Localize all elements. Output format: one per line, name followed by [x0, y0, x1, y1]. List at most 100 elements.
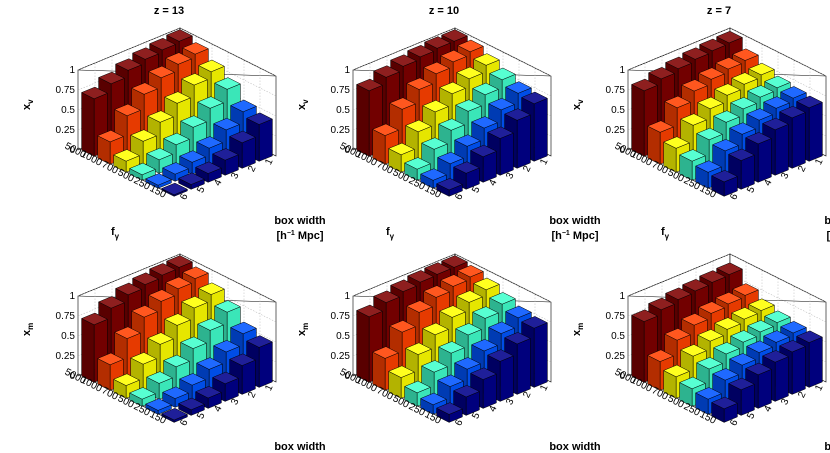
bar-face-top [729, 353, 756, 366]
boxwidth-axis-label: box width [549, 441, 601, 453]
bar-face-front [740, 154, 755, 190]
bar-face-top [166, 255, 193, 268]
bar-f250-w6 [144, 173, 173, 189]
bar-face-top [80, 86, 109, 100]
bar-face-top [728, 122, 757, 135]
bar-face-top [456, 265, 485, 278]
bar-face-top [699, 270, 726, 283]
bar-face-top [746, 320, 775, 333]
bar-face-top [436, 151, 465, 165]
bar-face-top [98, 296, 125, 309]
bar-face-top [149, 263, 176, 276]
bar-face-top [245, 112, 274, 125]
bar-f250-w6 [145, 398, 172, 415]
bar-face-top [178, 150, 207, 163]
bar-face-top [712, 110, 741, 123]
fgamma-axis-label: fγ [386, 226, 395, 241]
bar-face-top [162, 386, 189, 399]
bar-face-top [663, 364, 690, 378]
bar-face-top [198, 59, 225, 73]
bar-face-top [423, 36, 452, 49]
boxwidth-tick-label: 4 [762, 178, 775, 188]
bar-face-top [711, 396, 738, 410]
bar-face-top [456, 290, 483, 303]
bar-face-top [745, 108, 774, 121]
boxwidth-tick-label: 2 [521, 164, 534, 174]
z-tick-label: 0.25 [606, 351, 626, 362]
z-axis-label: xm [296, 323, 310, 336]
bar-face-top [178, 397, 205, 411]
bar-face-top [129, 129, 158, 142]
boxwidth-tick-label: 6 [728, 192, 741, 202]
bar-face-top [728, 377, 755, 391]
z-gridline [352, 253, 552, 303]
boxwidth-tick-label: 3 [779, 397, 792, 407]
boxwidth-tick-label: 2 [246, 164, 259, 174]
bar-face-top [194, 386, 223, 399]
bar-face-top [731, 307, 758, 320]
bar-face-top [646, 120, 675, 133]
bar-face-top [714, 317, 741, 330]
bar-face-top [212, 340, 241, 353]
boxwidth-tick-label: 3 [229, 397, 242, 407]
bar-face-top [114, 326, 141, 339]
z-gridline [627, 253, 827, 303]
boxwidth-tick-label: 5 [195, 185, 208, 195]
bar-face-top [713, 83, 742, 96]
bar-face-top [160, 182, 189, 196]
bar-face-top [504, 81, 533, 94]
bar-face-top [420, 137, 449, 150]
bar-face-top [179, 373, 206, 386]
bar-face-top [730, 72, 759, 85]
bar-face-top [179, 115, 208, 128]
bar-face-front [757, 368, 772, 409]
z-tick-label: 0 [619, 145, 625, 156]
bar-face-top [678, 149, 707, 162]
bar-face-top [456, 66, 483, 80]
boxwidth-tick-label: 6 [453, 192, 466, 202]
bar-face-top [406, 300, 433, 313]
z-tick-label: 0.75 [331, 311, 351, 322]
z-tick-label: 1 [69, 65, 75, 76]
boxwidth-axis-label: box width [824, 441, 830, 453]
bar-face-top [180, 296, 209, 309]
z-axis-label: xv [571, 99, 585, 110]
bar-face-top [164, 52, 193, 65]
bar-face-top [371, 123, 400, 136]
boxwidth-units-label: [h−1 Mpc] [551, 230, 598, 242]
z-tick-label: 0.25 [331, 351, 351, 362]
bar-face-top [439, 49, 468, 63]
bar-face-top [452, 161, 481, 174]
bar-face-top [165, 29, 194, 42]
bar-face-side [81, 318, 95, 383]
bar-face-top [711, 139, 740, 152]
bar-face-top [730, 330, 757, 343]
bar-face-top [131, 47, 160, 60]
bar-face-top [763, 330, 790, 343]
boxwidth-tick-label: 1 [263, 157, 276, 167]
bar-face-top [696, 96, 725, 110]
fgamma-tick-label: 150 [148, 183, 168, 201]
bar-face-top [420, 392, 447, 406]
fgamma-axis-label: fγ [661, 226, 670, 241]
bar-face-top [437, 374, 464, 387]
z-axis-label: xv [21, 99, 35, 110]
bar-face-top [779, 321, 808, 334]
bars [631, 262, 823, 423]
bar-face-top [762, 350, 789, 363]
bar-face-top [214, 300, 241, 313]
bar-face-front [533, 97, 548, 162]
bar-face-top [778, 340, 807, 353]
bar-face-top [487, 97, 516, 111]
bar-face-top [710, 170, 739, 183]
bar-face-top [212, 117, 241, 131]
bar-face-top [695, 357, 724, 370]
boxwidth-tick-label: 5 [470, 411, 483, 421]
boxwidth-tick-label: 3 [229, 171, 242, 181]
bar-face-top [437, 118, 466, 131]
bar-face-top [438, 341, 465, 354]
bar-face-front [516, 338, 531, 395]
